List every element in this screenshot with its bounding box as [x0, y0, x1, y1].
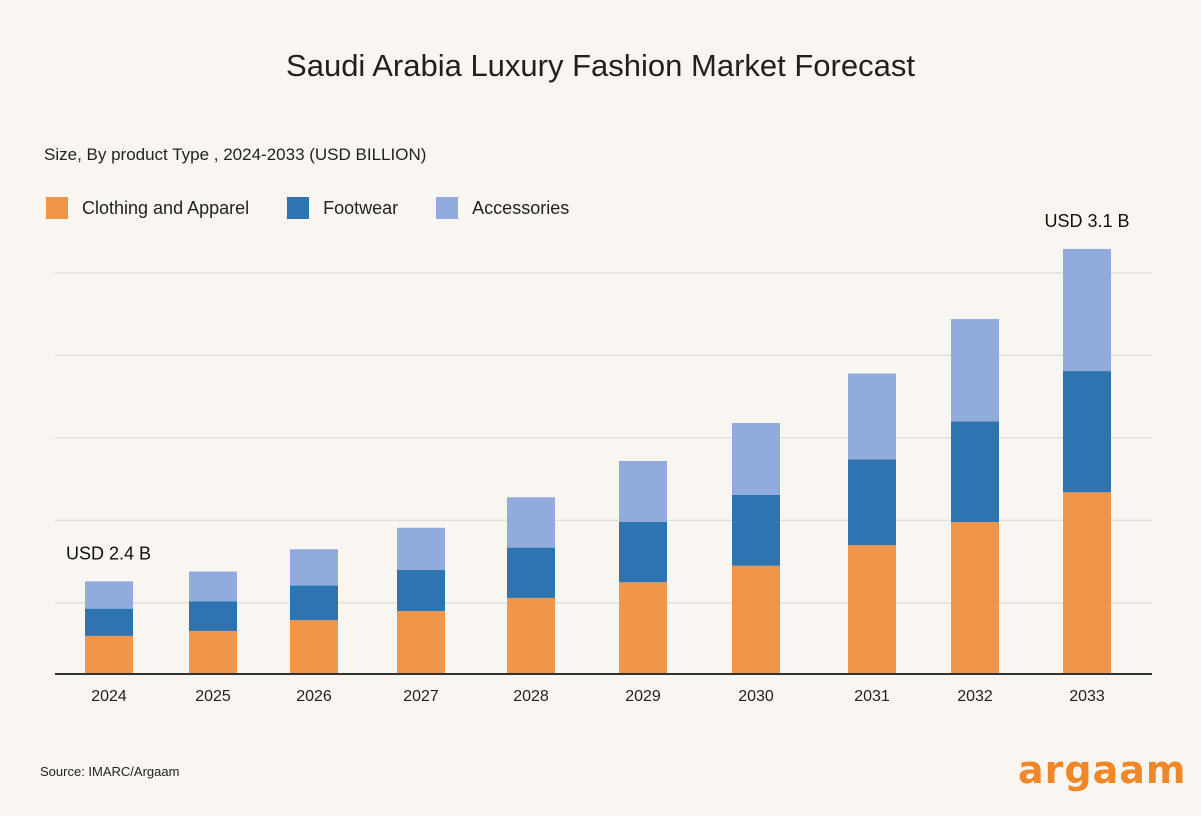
bar-segment-clothing [290, 620, 338, 673]
legend-item-clothing: Clothing and Apparel [46, 197, 249, 219]
bar-segment-clothing [619, 582, 667, 673]
legend: Clothing and Apparel Footwear Accessorie… [46, 197, 607, 219]
bar-segment-clothing [507, 597, 555, 673]
x-tick-label: 2026 [296, 688, 332, 705]
x-tick-label: 2030 [738, 688, 774, 705]
bar-segment-clothing [732, 565, 780, 673]
legend-label: Footwear [323, 197, 399, 218]
bar-segment-footwear [1063, 371, 1111, 493]
x-tick-label: 2033 [1069, 688, 1105, 705]
legend-swatch [287, 197, 310, 219]
bar-segment-footwear [397, 569, 445, 612]
bar-segment-accessories [732, 423, 780, 495]
x-tick-label: 2025 [195, 688, 231, 705]
total-annotation: USD 2.4 B [66, 543, 151, 563]
bar-segment-clothing [85, 635, 133, 673]
legend-item-footwear: Footwear [287, 197, 398, 219]
source-note: Source: IMARC/Argaam [40, 764, 180, 779]
bar-segment-accessories [951, 319, 999, 422]
bar-segment-clothing [848, 545, 896, 673]
bar-segment-clothing [397, 611, 445, 673]
x-tick-label: 2028 [513, 688, 549, 705]
bar-segment-clothing [189, 630, 237, 673]
legend-label: Clothing and Apparel [82, 197, 250, 218]
bar-segment-accessories [189, 571, 237, 602]
argaam-logo: argaam [1018, 748, 1187, 792]
chart-title: Saudi Arabia Luxury Fashion Market Forec… [286, 48, 915, 83]
legend-swatch [436, 197, 459, 219]
x-tick-label: 2027 [403, 688, 439, 705]
bar-segment-footwear [848, 459, 896, 546]
bar-segment-accessories [619, 460, 667, 523]
legend-item-accessories: Accessories [436, 197, 569, 219]
bar-segment-clothing [1063, 492, 1111, 673]
x-tick-label: 2024 [91, 688, 127, 705]
bar-segment-accessories [507, 497, 555, 548]
bar-segment-footwear [732, 494, 780, 566]
bar-segment-footwear [290, 585, 338, 621]
x-tick-label: 2032 [957, 688, 993, 705]
bar-segment-accessories [290, 549, 338, 586]
bar-segment-accessories [85, 581, 133, 609]
bar-segment-accessories [1063, 248, 1111, 372]
bar-segment-footwear [189, 601, 237, 631]
legend-label: Accessories [472, 197, 570, 218]
bar-segment-footwear [85, 608, 133, 636]
bar-segment-accessories [848, 373, 896, 460]
bar-segment-footwear [619, 522, 667, 583]
bar-segment-footwear [951, 421, 999, 523]
bar-segment-accessories [397, 527, 445, 570]
x-tick-label: 2031 [854, 688, 890, 705]
x-tick-label: 2029 [625, 688, 661, 705]
legend-swatch [46, 197, 68, 219]
total-annotation: USD 3.1 B [1044, 211, 1129, 231]
chart-subtitle: Size, By product Type , 2024-2033 (USD B… [44, 145, 427, 164]
bar-segment-footwear [507, 547, 555, 598]
bar-segment-clothing [951, 522, 999, 673]
